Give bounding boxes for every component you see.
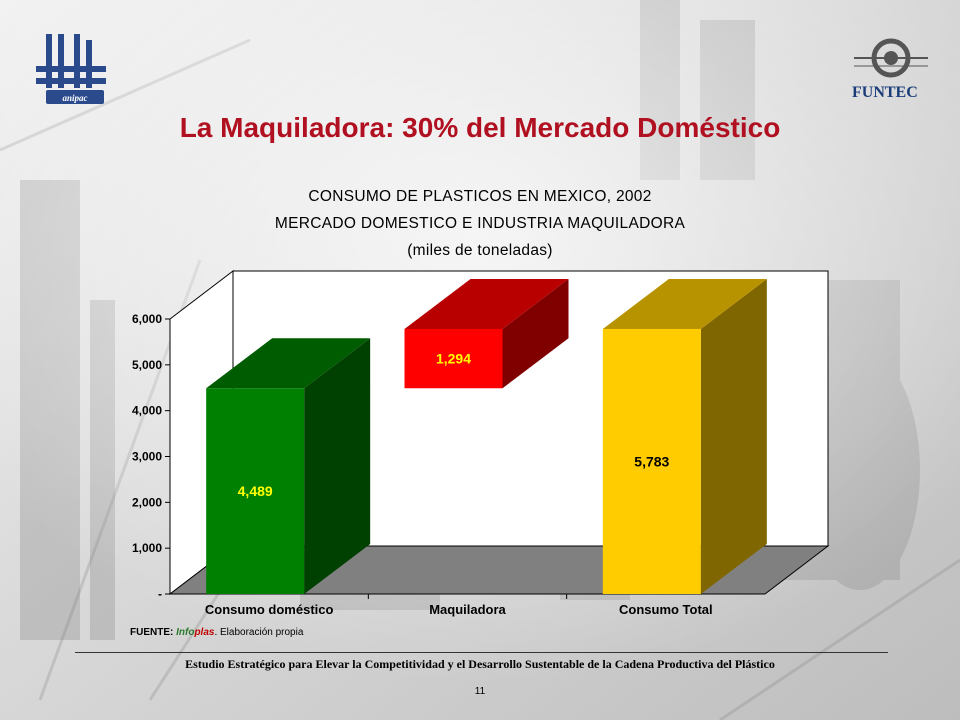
page-number: 11 (474, 686, 486, 697)
y-tick-label: 4,000 (132, 404, 162, 418)
source-note: FUENTE: Infoplas. Elaboración propia (130, 627, 303, 638)
bar-data-label-1: 4,489 (238, 483, 273, 499)
bar-side-3 (700, 278, 767, 594)
anipac-logo-text: anipac (62, 93, 87, 103)
footer-text: Estudio Estratégico para Elevar la Compe… (185, 657, 775, 671)
bar-side-2 (502, 278, 569, 389)
funtec-logo (854, 38, 928, 78)
bar-top-3 (602, 278, 767, 329)
bar-side-1 (304, 338, 371, 594)
x-category-label-2: Maquiladora (429, 602, 506, 617)
chart-title-line-2: MERCADO DOMESTICO E INDUSTRIA MAQUILADOR… (274, 215, 686, 232)
anipac-logo: anipac (36, 34, 106, 104)
bar-data-label-2: 1,294 (436, 351, 471, 367)
bar-front-2 (404, 328, 503, 389)
source-brand-plas: plas (194, 627, 215, 638)
source-prefix: FUENTE: (130, 627, 177, 638)
bar-top-1 (206, 338, 371, 389)
x-category-label-3: Consumo Total (619, 602, 713, 617)
y-tick-label: 6,000 (132, 312, 162, 326)
funtec-logo-text: FUNTEC (852, 84, 918, 101)
chart-title-line-1: CONSUMO DE PLASTICOS EN MEXICO, 2002 (308, 188, 652, 205)
y-tick-label: 2,000 (132, 495, 162, 509)
y-tick-label: 5,000 (132, 358, 162, 372)
chart-title-line-3: (miles de toneladas) (407, 242, 553, 259)
y-tick-label: 1,000 (132, 541, 162, 555)
bar-data-label-3: 5,783 (634, 453, 669, 469)
bar-front-3 (602, 328, 701, 594)
source-suffix: . Elaboración propia (214, 627, 304, 638)
source-brand-info: Info (176, 627, 195, 638)
bar-front-1 (206, 388, 305, 594)
y-tick-label: - (158, 587, 162, 601)
slide-title: La Maquiladora: 30% del Mercado Doméstic… (179, 112, 781, 143)
y-tick-label: 3,000 (132, 450, 162, 464)
bar-top-2 (404, 278, 569, 329)
x-category-label-1: Consumo doméstico (205, 602, 334, 617)
footer-divider (75, 652, 888, 653)
